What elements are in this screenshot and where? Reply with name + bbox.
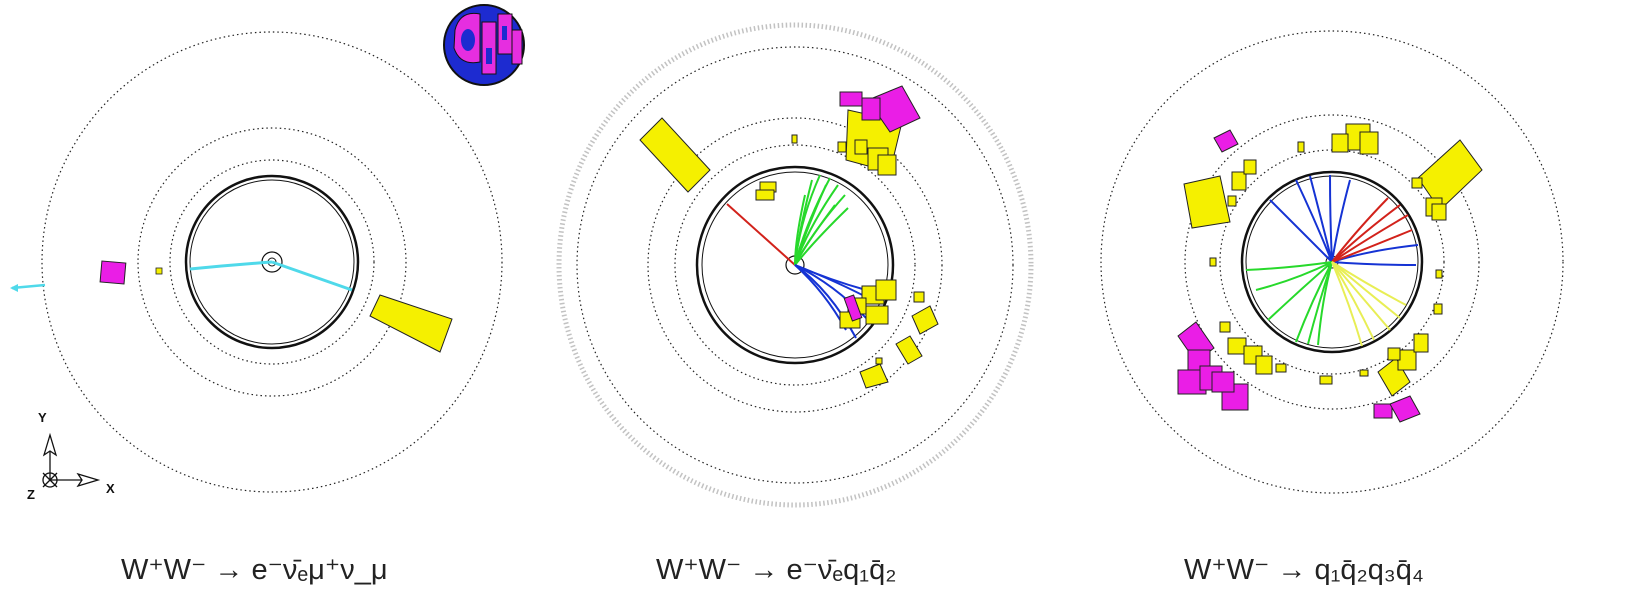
middle-dotted-ring — [137, 127, 407, 397]
opal-logo — [443, 4, 525, 86]
middle-dotted-ring — [1184, 114, 1480, 410]
electron-track — [726, 203, 796, 266]
red-jet-tracks — [1331, 197, 1413, 263]
jet-chamber-boundary-inner — [1245, 175, 1419, 349]
outer-dotted-ring — [41, 31, 503, 493]
electron-track — [189, 260, 273, 271]
caption-panel-1: W⁺W⁻ → e⁻ν̄ₑμ⁺ν_μ — [121, 554, 388, 586]
jet-chamber-boundary-inner — [189, 179, 355, 345]
panel-electron-muon-event: Y X Z — [10, 4, 525, 502]
middle-dotted-ring — [647, 117, 943, 413]
outer-dotted-ring — [1100, 30, 1564, 494]
muon-track — [271, 260, 353, 292]
caption-panel-2: W⁺W⁻ → e⁻ν̄ₑq₁q̄₂ — [656, 554, 897, 586]
jet-chamber-boundary-inner — [701, 171, 889, 359]
calorimeter-deposit — [369, 294, 453, 353]
background-halo — [556, 22, 1034, 508]
coordinate-axes-icon — [42, 432, 101, 488]
escaping-muon-arrowhead — [10, 284, 18, 292]
green-jet-tracks — [1245, 261, 1333, 346]
jet-chamber-boundary — [184, 174, 360, 350]
jet-chamber-boundary — [695, 165, 895, 365]
electron-em-deposit — [99, 260, 127, 285]
z-axis-label: Z — [27, 487, 35, 502]
inner-dotted-ring — [674, 144, 916, 386]
inner-dotted-ring — [169, 159, 375, 365]
caption-panel-3: W⁺W⁻ → q₁q̄₂q₃q̄₄ — [1184, 554, 1424, 586]
calorimeter-towers — [1183, 123, 1483, 397]
yellow-jet-tracks — [1331, 261, 1407, 347]
em-deposits — [1177, 129, 1421, 423]
em-cluster-top — [839, 85, 921, 133]
small-calorimeter-hit — [155, 267, 163, 275]
jet-chamber-boundary — [1240, 170, 1424, 354]
em-cluster-right — [843, 294, 863, 322]
outer-dotted-ring — [576, 46, 1014, 484]
panel-electron-quark-event — [556, 22, 1034, 508]
y-axis-label: Y — [38, 410, 47, 425]
green-jet-tracks — [794, 174, 849, 266]
panel-four-quark-event — [1100, 30, 1564, 494]
em-deposit-electron — [639, 117, 711, 193]
x-axis-label: X — [106, 481, 115, 496]
blue-jet-tracks — [1269, 174, 1419, 266]
